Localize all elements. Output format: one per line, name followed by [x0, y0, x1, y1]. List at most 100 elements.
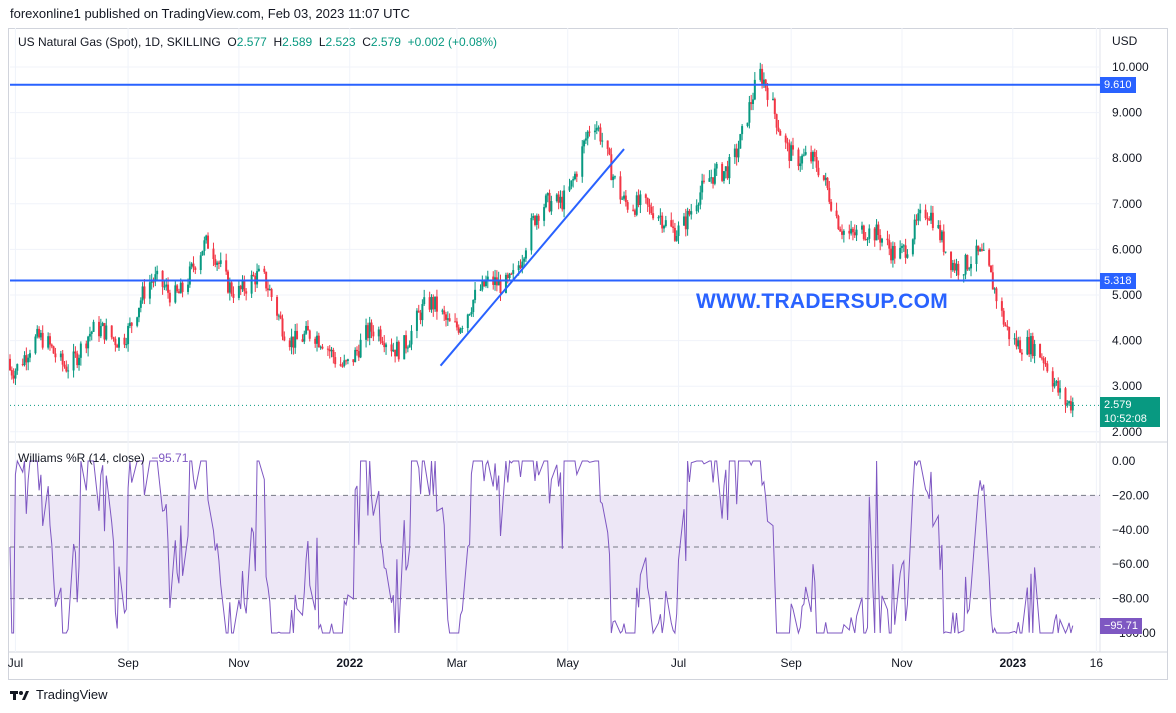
candle-body — [290, 336, 293, 348]
candle-body — [316, 335, 319, 344]
candle-body — [256, 271, 259, 285]
candle-body — [710, 177, 713, 179]
candle-body — [187, 284, 190, 292]
candle-body — [415, 310, 418, 331]
candle-body — [652, 213, 655, 219]
candle-body — [597, 127, 600, 129]
candle-body — [966, 254, 969, 270]
candle-body — [575, 173, 578, 177]
candle-body — [753, 79, 756, 100]
candle-body — [841, 231, 844, 235]
candle-body — [150, 281, 153, 283]
candle-body — [613, 176, 616, 178]
candle-body — [65, 366, 68, 372]
candle-body — [188, 266, 191, 285]
candle-body — [457, 327, 460, 333]
candle-body — [305, 325, 308, 334]
candle-body — [118, 337, 120, 348]
candle-body — [461, 328, 464, 330]
candle-body — [137, 307, 140, 318]
candle-body — [443, 310, 446, 315]
candle-body — [752, 99, 755, 105]
candle-body — [54, 353, 57, 358]
time-tick-label: May — [556, 656, 579, 670]
candle-body — [48, 336, 51, 345]
candle-body — [365, 325, 368, 340]
candle-body — [228, 282, 231, 293]
candle-body — [504, 274, 507, 293]
candle-body — [583, 140, 586, 147]
candle-body — [217, 262, 220, 264]
candle-body — [982, 249, 985, 251]
symbol-name[interactable]: US Natural Gas (Spot), 1D, SKILLING — [18, 35, 221, 49]
candle-body — [203, 240, 206, 251]
level-tag-low: 5.318 — [1100, 273, 1136, 289]
candle-body — [1017, 340, 1020, 347]
candle-body — [128, 322, 131, 326]
candle-body — [672, 226, 675, 228]
time-tick-label: 2023 — [999, 656, 1026, 670]
chart-frame — [8, 28, 1168, 680]
candle-body — [72, 351, 75, 371]
candle-body — [179, 282, 182, 294]
candle-body — [294, 330, 297, 348]
candle-body — [78, 357, 81, 366]
candle-body — [441, 310, 444, 312]
candle-body — [296, 330, 299, 340]
price-tick-label: 5.000 — [1112, 288, 1142, 302]
candle-body — [517, 265, 520, 271]
candle-body — [12, 375, 15, 379]
candle-body — [377, 329, 380, 337]
candle-body — [59, 353, 62, 358]
candle-body — [199, 255, 202, 271]
candle-body — [673, 227, 676, 241]
candle-body — [167, 284, 170, 293]
candle-body — [737, 148, 740, 158]
candle-body — [826, 177, 829, 188]
candle-body — [684, 216, 687, 230]
candle-body — [1051, 371, 1054, 387]
candle-body — [466, 314, 469, 329]
candle-body — [988, 249, 991, 266]
price-tick-label: 3.000 — [1112, 379, 1142, 393]
time-tick-label: Sep — [117, 656, 139, 670]
candle-body — [227, 271, 229, 293]
candle-body — [801, 155, 804, 164]
candle-body — [1013, 338, 1016, 340]
candle-body — [1028, 336, 1031, 355]
watermark: WWW.TRADERSUP.COM — [696, 290, 949, 313]
candle-body — [1053, 382, 1056, 387]
candle-body — [902, 245, 905, 247]
candle-body — [1029, 336, 1032, 355]
footer-brand[interactable]: TradingView — [36, 687, 108, 702]
candle-body — [544, 195, 547, 208]
price-tick-label: 7.000 — [1112, 197, 1142, 211]
williams-label[interactable]: Williams %R (14, close) — [18, 451, 145, 465]
candle-body — [675, 236, 678, 241]
candle-body — [557, 194, 560, 203]
candle-body — [715, 163, 718, 169]
candle-body — [610, 154, 613, 181]
candle-body — [510, 273, 513, 275]
candle-body — [225, 260, 228, 272]
candle-body — [508, 273, 511, 278]
candle-body — [277, 315, 280, 317]
candle-body — [279, 315, 282, 319]
candle-body — [423, 297, 426, 305]
candle-body — [899, 247, 902, 259]
candle-body — [962, 274, 965, 276]
candle-body — [879, 235, 882, 243]
candle-body — [257, 268, 260, 272]
candle-body — [392, 349, 395, 352]
candle-body — [190, 263, 193, 267]
candle-body — [664, 220, 667, 226]
williams-legend: Williams %R (14, close) −95.71 — [18, 451, 188, 465]
candle-body — [548, 192, 551, 212]
candle-body — [346, 359, 349, 361]
candle-body — [383, 343, 386, 348]
candle-body — [403, 335, 406, 360]
candle-body — [839, 229, 842, 232]
candle-body — [276, 297, 279, 316]
candle-body — [940, 231, 943, 241]
